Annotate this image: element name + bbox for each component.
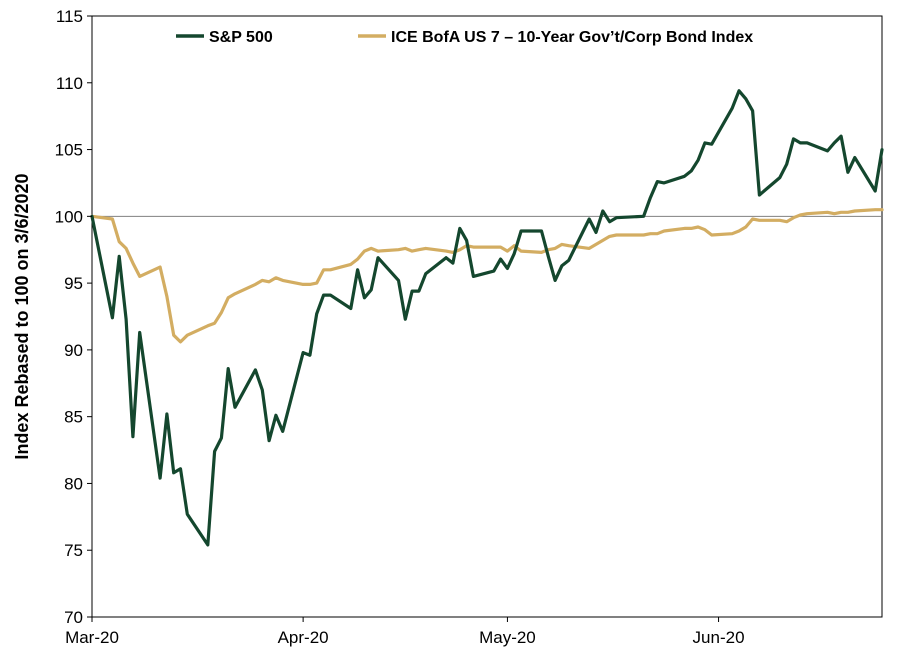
y-tick-label: 105	[55, 141, 83, 160]
y-tick-label: 115	[56, 7, 83, 26]
plot-border	[91, 15, 883, 618]
x-tick-label: May-20	[479, 628, 536, 647]
y-tick-label: 90	[64, 341, 83, 360]
legend-item-bond-index: ICE BofA US 7 – 10-Year Gov’t/Corp Bond …	[358, 29, 753, 46]
y-tick-label: 110	[56, 74, 83, 93]
y-tick-label: 70	[64, 608, 83, 627]
y-tick-label: 75	[64, 541, 83, 560]
legend-label: S&P 500	[209, 29, 273, 46]
y-axis-title: Index Rebased to 100 on 3/6/2020	[12, 173, 32, 459]
y-tick-label: 85	[64, 408, 83, 427]
y-tick-label: 95	[64, 274, 83, 293]
series-group	[90, 89, 884, 547]
x-tick-label: Mar-20	[65, 628, 119, 647]
legend: S&P 500 ICE BofA US 7 – 10-Year Gov’t/Cor…	[176, 29, 753, 46]
legend-label: ICE BofA US 7 – 10-Year Gov’t/Corp Bond …	[391, 29, 753, 46]
plot-area	[91, 15, 883, 618]
legend-item-sp500: S&P 500	[176, 29, 273, 46]
y-tick-label: 100	[55, 207, 83, 226]
x-tick-label: Apr-20	[278, 628, 329, 647]
y-tick-label: 80	[64, 474, 83, 493]
series-line-sp500	[90, 89, 884, 547]
x-tick-label: Jun-20	[693, 628, 745, 647]
x-axis: Mar-20 Apr-20 May-20 Jun-20	[65, 617, 745, 647]
series-line-bond-index	[90, 208, 884, 344]
y-axis: 70 75 80 85 90 95 100 105 110 115	[55, 7, 92, 627]
